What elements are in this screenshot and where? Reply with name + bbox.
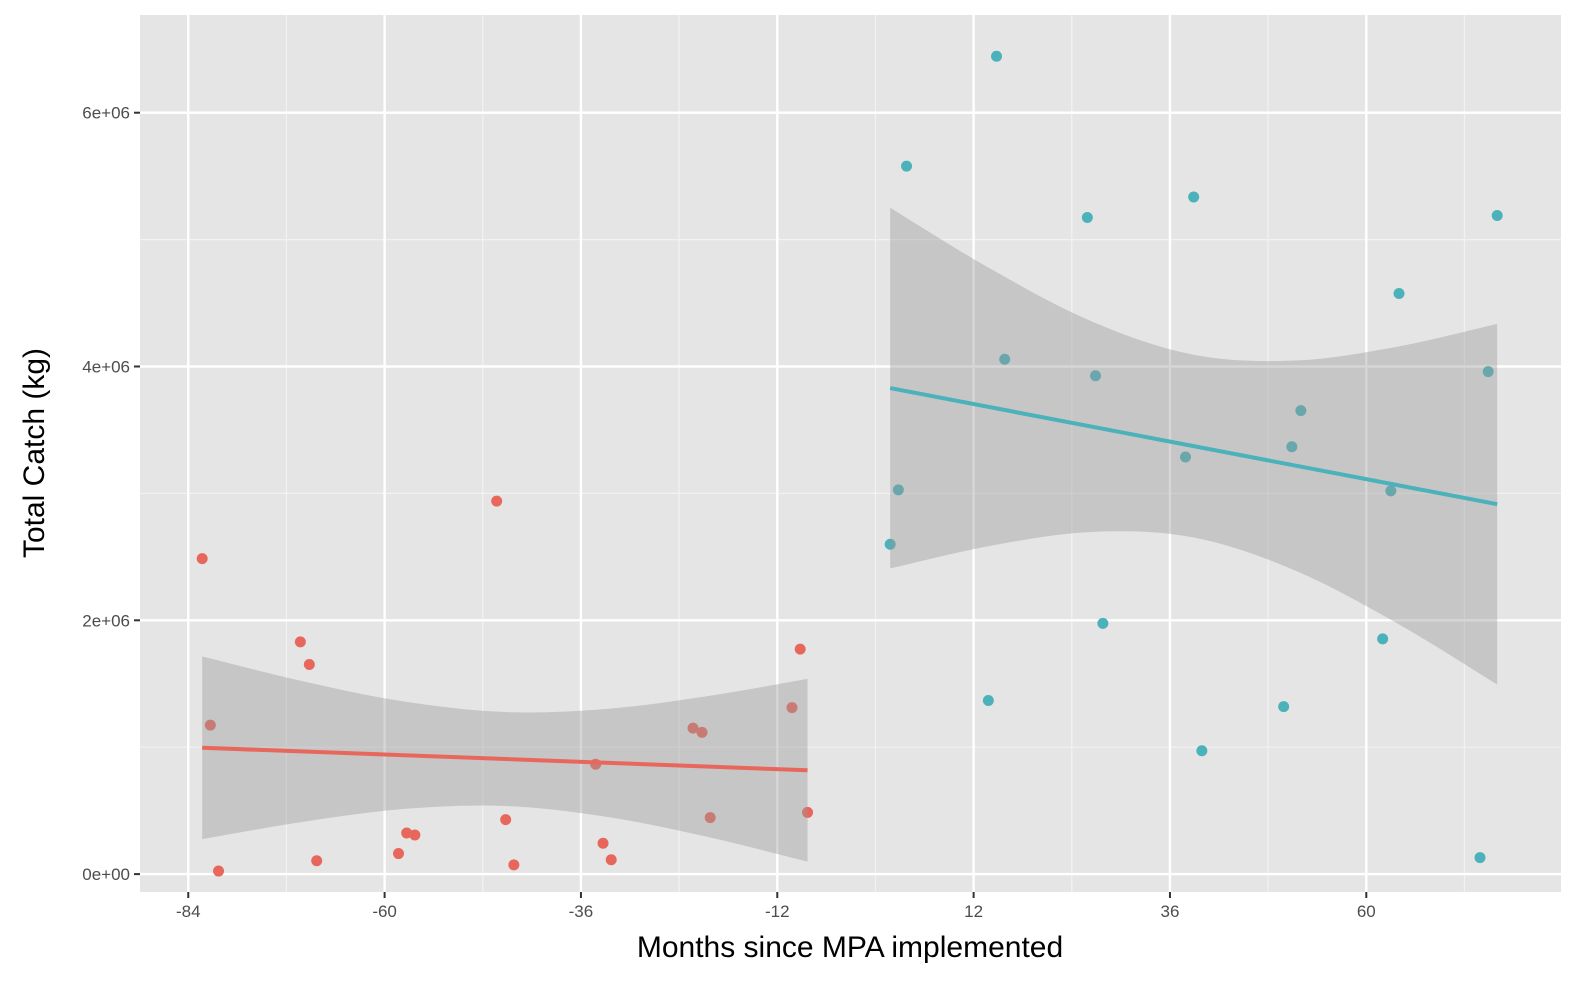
- data-point: [1090, 370, 1102, 382]
- data-point: [704, 812, 716, 824]
- data-point: [1196, 745, 1208, 757]
- data-point: [892, 484, 904, 496]
- data-point: [196, 553, 208, 565]
- data-point: [605, 854, 617, 866]
- data-point: [687, 722, 699, 734]
- data-point: [1278, 701, 1290, 713]
- fit-line: [889, 386, 1498, 507]
- data-point: [1097, 617, 1109, 629]
- data-point: [991, 50, 1003, 62]
- x-tick-label: 12: [964, 902, 983, 921]
- data-point: [1377, 633, 1389, 645]
- data-point: [294, 636, 306, 648]
- data-point: [1385, 485, 1397, 497]
- fit-line: [202, 745, 808, 773]
- data-point: [393, 848, 405, 860]
- panel-background: [140, 15, 1561, 892]
- y-tick-label: 2e+06: [82, 611, 130, 630]
- data-point: [1482, 366, 1494, 378]
- x-tick-label: -36: [569, 902, 594, 921]
- data-point: [508, 859, 520, 871]
- data-point: [999, 353, 1011, 365]
- data-point: [802, 806, 814, 818]
- data-point: [409, 829, 421, 841]
- x-axis-title: Months since MPA implemented: [637, 931, 1063, 964]
- data-point: [491, 495, 503, 507]
- data-point: [213, 865, 225, 877]
- data-point: [500, 814, 512, 826]
- grid: [140, 15, 1561, 892]
- data-point: [1295, 405, 1307, 417]
- data-point: [303, 658, 315, 670]
- data-point: [1474, 852, 1486, 864]
- fit-lines: [202, 386, 1498, 773]
- data-point: [794, 643, 806, 655]
- data-point: [1286, 441, 1298, 453]
- data-point: [311, 855, 323, 867]
- data-point: [1180, 451, 1192, 463]
- x-tick-label: -12: [765, 902, 790, 921]
- x-tick-label: 60: [1357, 902, 1376, 921]
- data-point: [884, 538, 896, 550]
- x-tick-label: 36: [1160, 902, 1179, 921]
- x-tick-label: -84: [176, 902, 201, 921]
- axes: -84 -60 -36 -12 12 36 60 0e+00 2e+06 4e+06 6e+06: [82, 104, 1376, 921]
- data-point: [696, 726, 708, 738]
- data-point: [597, 837, 609, 849]
- data-point: [982, 695, 994, 707]
- data-point: [901, 160, 913, 172]
- data-point: [204, 719, 216, 731]
- data-point: [1491, 210, 1503, 222]
- data-point: [1081, 212, 1093, 224]
- data-point: [786, 702, 798, 714]
- data-point: [1393, 288, 1405, 300]
- y-tick-label: 4e+06: [82, 358, 130, 377]
- y-tick-label: 6e+06: [82, 104, 130, 123]
- y-axis-title: Total Catch (kg): [18, 348, 51, 558]
- x-tick-label: -60: [372, 902, 397, 921]
- y-tick-label: 0e+00: [82, 865, 130, 884]
- data-point: [1188, 191, 1200, 203]
